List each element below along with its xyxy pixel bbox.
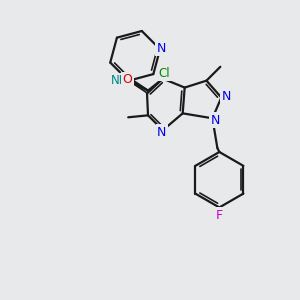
Text: NH: NH <box>111 74 128 87</box>
Text: O: O <box>122 73 132 86</box>
Text: N: N <box>156 42 166 55</box>
Text: N: N <box>211 114 220 127</box>
Text: N: N <box>157 126 167 139</box>
Text: N: N <box>222 90 231 103</box>
Text: Cl: Cl <box>158 67 170 80</box>
Text: F: F <box>216 209 223 222</box>
